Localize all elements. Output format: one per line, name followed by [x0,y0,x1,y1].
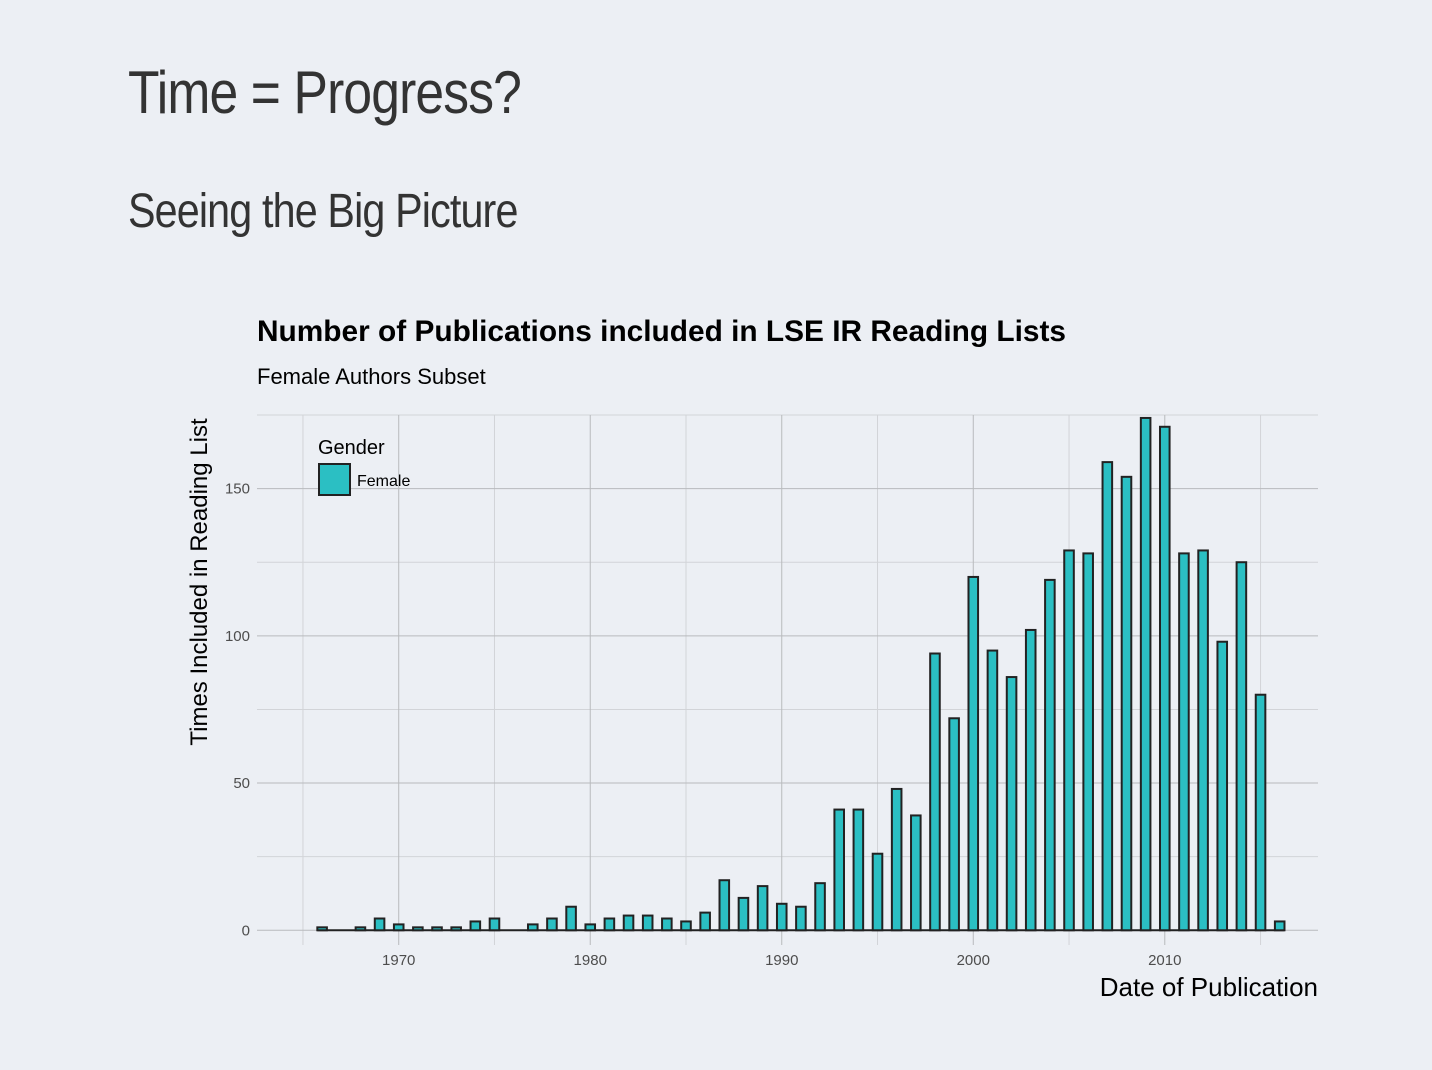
bar-1977 [526,923,539,932]
bar-2008 [1120,475,1133,932]
bar-2004 [1044,578,1056,932]
bar-2003 [1024,628,1037,932]
bar-1982 [622,914,635,932]
x-tick-label: 2000 [957,952,990,969]
axes: 1970 1980 1990 2000 2010 0 50 100 150 [225,481,1182,969]
bar-2016 [1273,920,1286,932]
y-tick-label: 100 [225,628,250,645]
bar-1971 [412,926,424,932]
bar-1985 [680,920,692,932]
bar-2010 [1158,425,1171,932]
grid [257,414,1318,945]
bar-1989 [756,885,769,932]
bar-1986 [699,911,711,932]
bar-1983 [641,914,654,932]
bar-1993 [833,808,845,932]
bar-1979 [565,905,577,932]
bar-2002 [1005,676,1018,932]
bar-2012 [1197,549,1209,932]
y-tick-label: 0 [242,922,250,939]
bar-1998 [929,652,941,932]
bar-1968 [354,926,367,932]
bar-1966 [316,926,328,932]
bar-1972 [431,926,443,932]
bar-1978 [546,917,558,932]
x-tick-label: 1970 [382,952,415,969]
legend-swatch-female [318,463,351,496]
bar-1988 [737,896,750,932]
bar-1984 [661,917,673,932]
legend-title: Gender [318,437,385,459]
x-tick-label: 2010 [1148,952,1181,969]
bar-1995 [871,852,884,932]
bar-1994 [852,808,865,932]
chart-subtitle: Female Authors Subset [257,364,486,389]
bar-1980 [584,923,597,932]
slide-subtitle: Seeing the Big Picture [128,185,518,238]
bar-1990 [775,902,788,932]
bar-2007 [1101,461,1114,932]
bar-1999 [948,717,960,932]
x-axis-label: Date of Publication [1100,972,1318,1002]
legend: Gender Female [318,437,410,496]
bar-1981 [603,917,616,932]
bar-2014 [1235,561,1248,932]
bar-1973 [450,926,462,932]
y-tick-label: 50 [233,775,250,792]
bar-1996 [890,787,903,932]
bar-1969 [373,917,386,932]
chart-title: Number of Publications included in LSE I… [257,315,1066,348]
bar-2006 [1082,552,1094,932]
bar-2015 [1254,693,1267,932]
bar-2005 [1063,549,1075,932]
y-tick-label: 150 [225,481,250,498]
x-tick-label: 1990 [765,952,798,969]
y-axis-label: Times Included in Reading List [186,418,213,746]
bar-1975 [488,917,501,932]
bar-1992 [814,882,826,932]
bar-1991 [795,905,807,932]
bar-2011 [1178,552,1190,932]
legend-label-female: Female [357,473,410,490]
slide-title: Time = Progress? [128,59,522,126]
bar-1997 [910,814,922,932]
bar-2013 [1216,640,1229,932]
bar-1974 [469,920,482,932]
bar-2001 [986,649,999,932]
bar-2009 [1139,416,1152,932]
bar-1970 [392,923,405,932]
x-tick-label: 1980 [574,952,607,969]
bars [316,416,1286,932]
bar-2000 [967,575,980,932]
bar-1987 [718,879,731,932]
